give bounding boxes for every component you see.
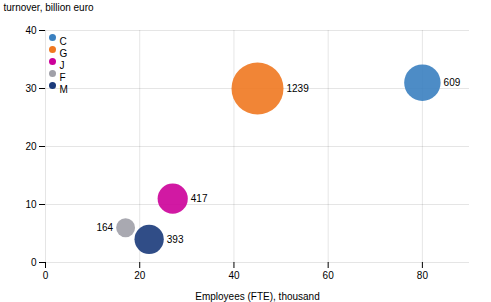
svg-text:F: F xyxy=(60,72,66,83)
svg-text:J: J xyxy=(60,60,65,71)
svg-text:0: 0 xyxy=(31,257,37,268)
svg-text:G: G xyxy=(60,48,68,59)
svg-text:393: 393 xyxy=(167,234,184,245)
svg-text:40: 40 xyxy=(25,25,37,36)
svg-text:60: 60 xyxy=(323,270,335,281)
svg-text:40: 40 xyxy=(228,270,240,281)
svg-text:M: M xyxy=(60,84,68,95)
svg-text:20: 20 xyxy=(25,141,37,152)
svg-text:10: 10 xyxy=(25,199,37,210)
svg-text:C: C xyxy=(60,36,67,47)
svg-text:1239: 1239 xyxy=(287,83,310,94)
svg-text:turnover, billion euro: turnover, billion euro xyxy=(4,2,94,13)
svg-text:20: 20 xyxy=(134,270,146,281)
svg-text:0: 0 xyxy=(43,270,49,281)
svg-text:80: 80 xyxy=(417,270,429,281)
svg-text:Employees (FTE), thousand: Employees (FTE), thousand xyxy=(195,291,320,302)
svg-text:609: 609 xyxy=(444,77,461,88)
svg-text:417: 417 xyxy=(191,193,208,204)
svg-text:164: 164 xyxy=(96,222,113,233)
svg-text:30: 30 xyxy=(25,83,37,94)
